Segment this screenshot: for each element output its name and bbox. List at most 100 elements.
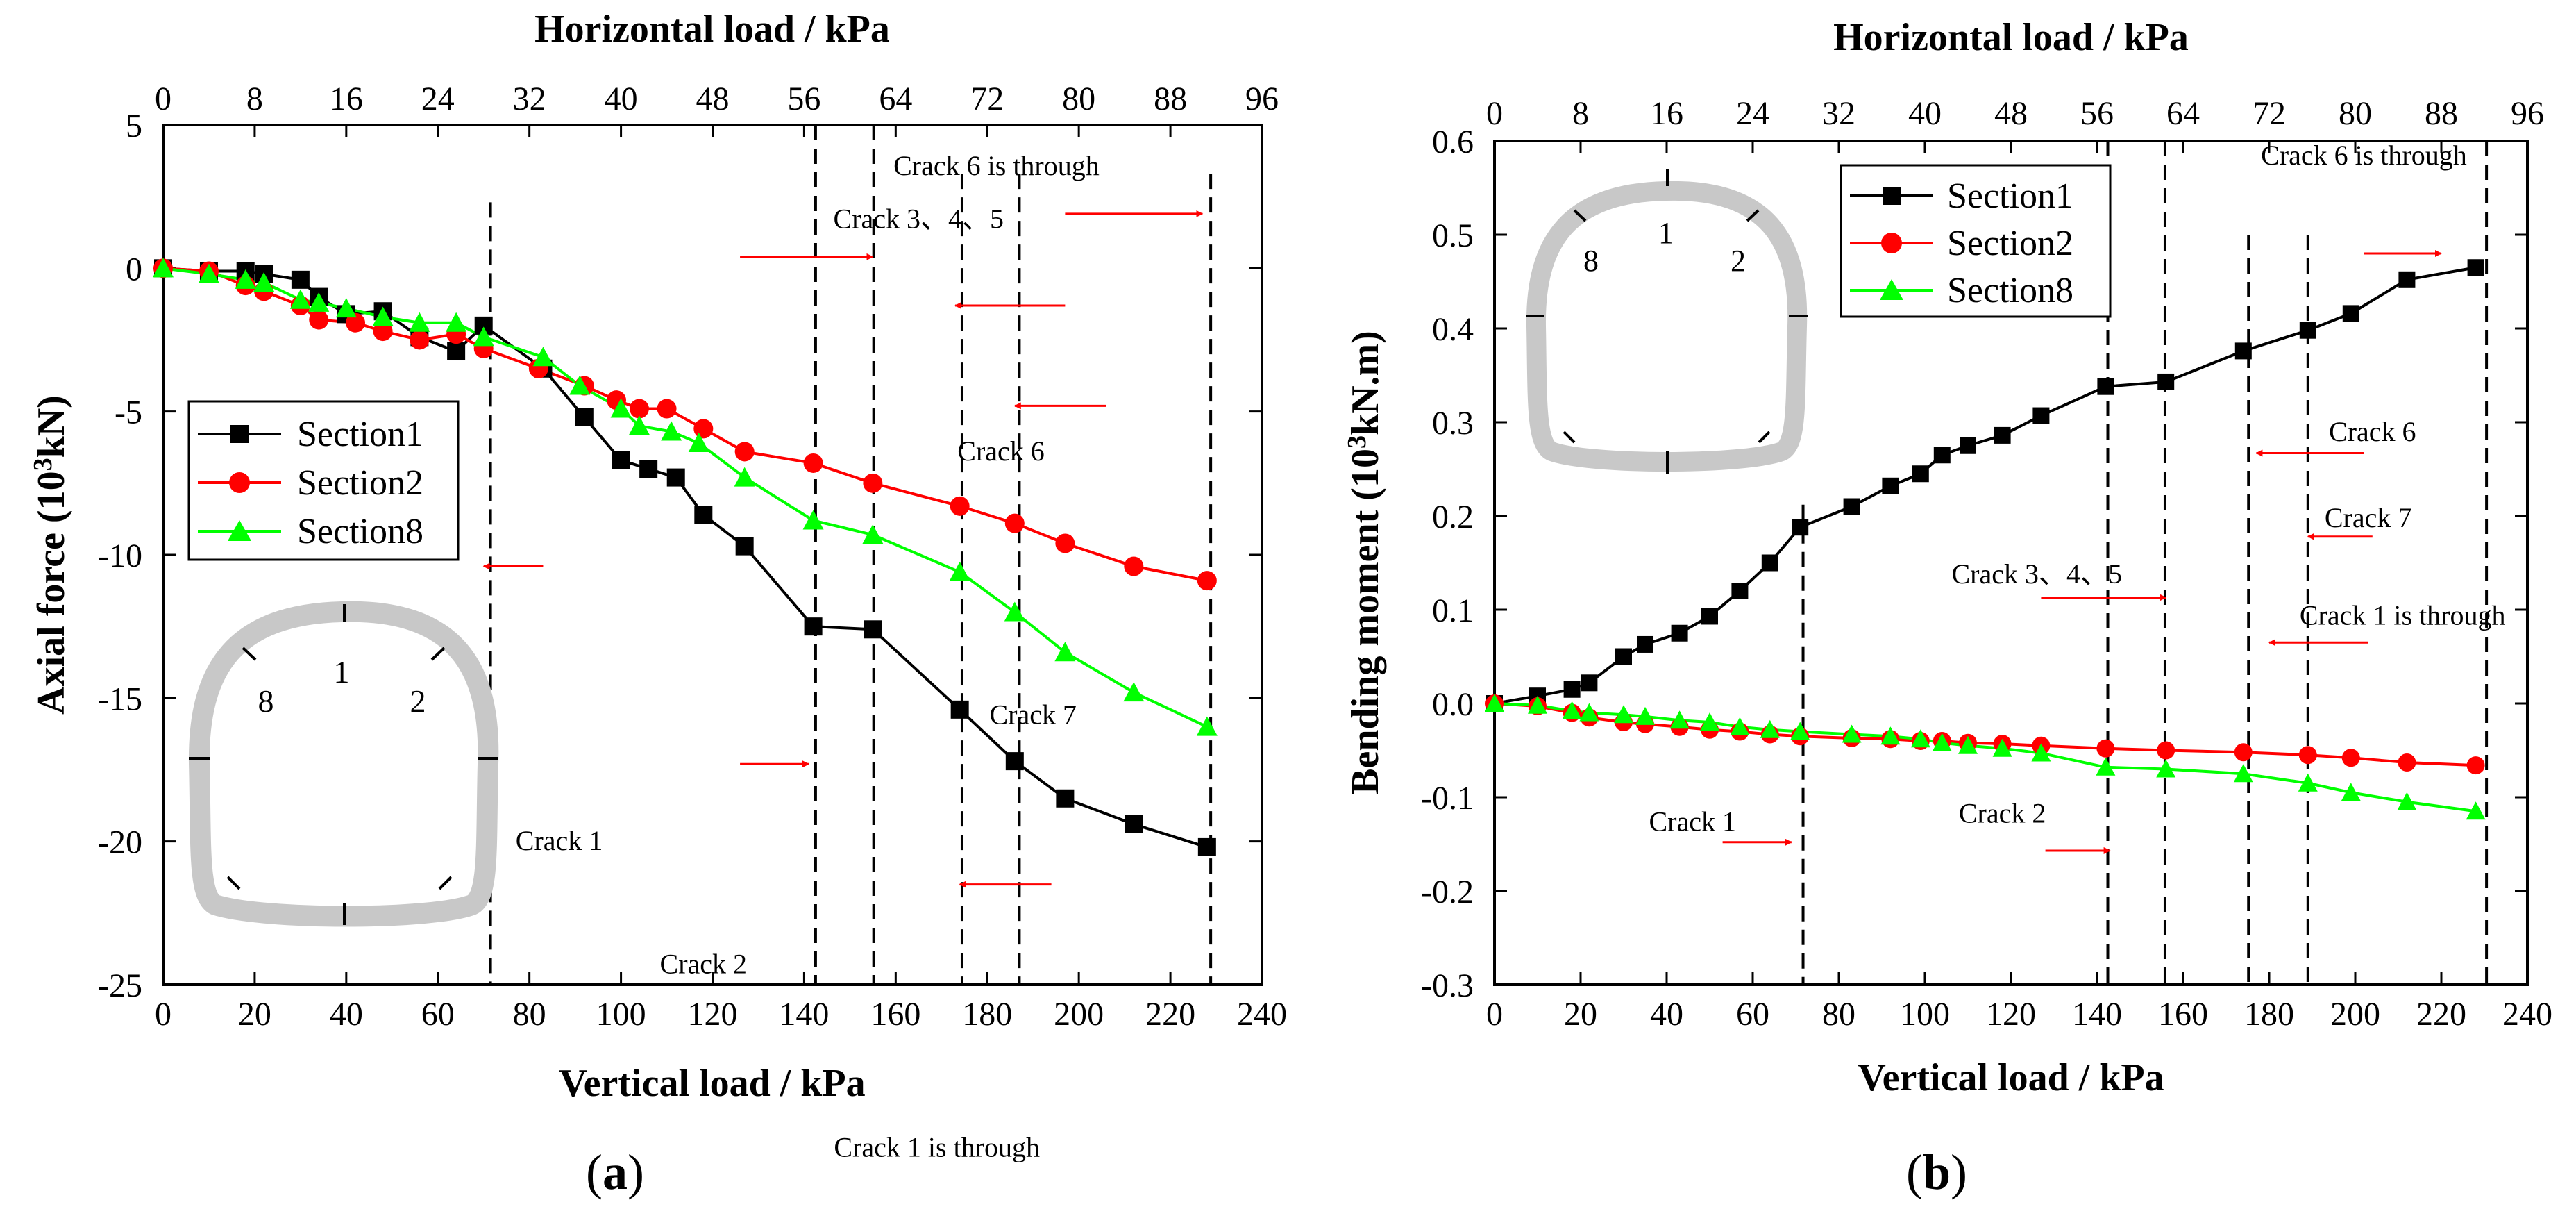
x2-tick-label: 72 [970, 81, 1004, 117]
data-point-section8 [628, 415, 650, 435]
data-point-section2 [1124, 556, 1144, 576]
x2-tick-label: 80 [1062, 81, 1095, 117]
joint-mark [1563, 431, 1576, 444]
data-point-section8 [1992, 738, 2012, 757]
y-axis-title-pre: Axial force (10 [30, 471, 73, 714]
data-point-section1 [1197, 837, 1216, 856]
data-point-section8 [446, 312, 467, 332]
data-point-section8 [532, 347, 554, 367]
x2-axis-title: Horizontal load / kPa [1833, 16, 2189, 59]
x2-tick-label: 80 [2339, 95, 2372, 132]
data-point-section1 [1563, 681, 1581, 698]
y-tick-label: 0.6 [1432, 124, 1474, 160]
data-point-section1 [1994, 426, 2011, 444]
x2-tick-label: 64 [2166, 95, 2200, 132]
crack-annotation: Crack 1 is through [834, 1132, 1040, 1163]
legend-label-section2: Section2 [297, 463, 423, 503]
data-point-section8 [1485, 694, 1504, 712]
y-axis-title-sup: 3 [1342, 435, 1372, 449]
x2-tick-label: 24 [1736, 95, 1769, 132]
data-point-section8 [734, 467, 755, 487]
data-point-section1 [694, 506, 713, 524]
legend-label-section8: Section8 [297, 512, 423, 551]
data-point-section8 [1123, 682, 1145, 702]
data-point-section1 [2032, 407, 2050, 424]
data-point-section1 [1843, 498, 1860, 515]
data-point-section2 [410, 330, 430, 350]
x-tick-label: 200 [2330, 996, 2380, 1033]
y-tick-label: 0.2 [1432, 499, 1474, 535]
x-tick-label: 20 [238, 996, 271, 1033]
data-point-section1 [2299, 322, 2316, 339]
y-tick-label: -0.3 [1421, 967, 1474, 1004]
data-point-section8 [1730, 717, 1750, 735]
y-tick-label: 0.0 [1432, 686, 1474, 723]
legend-label-section1: Section1 [1947, 176, 2073, 216]
data-point-section8 [610, 398, 632, 418]
data-point-section1 [1960, 437, 1976, 454]
legend-marker-section1 [230, 425, 249, 443]
x-tick-label: 100 [596, 996, 646, 1033]
data-point-section1 [291, 270, 310, 289]
x-tick-label: 80 [1822, 996, 1855, 1033]
data-point-section8 [661, 421, 682, 441]
y-tick-label: -15 [98, 681, 142, 717]
data-point-section8 [1700, 712, 1719, 731]
data-point-section8 [2233, 764, 2253, 783]
tunnel-section-inset: 1 8 2 [1526, 169, 1808, 474]
legend-marker-section2 [229, 472, 250, 493]
y-tick-label: -10 [98, 537, 142, 574]
data-point-section2 [1055, 533, 1075, 553]
data-point-section8 [949, 561, 970, 581]
data-point-section8 [1910, 729, 1930, 748]
y-axis-title: Bending moment (103kN.m) [1342, 331, 1387, 794]
y-tick-label: 0.1 [1432, 592, 1474, 629]
x-axis-title: Vertical load / kPa [1858, 1056, 2164, 1099]
data-point-section8 [1669, 710, 1690, 729]
section-number-2: 2 [410, 683, 426, 719]
section-number-2: 2 [1731, 244, 1746, 278]
data-point-section8 [2298, 773, 2318, 792]
data-point-section8 [2096, 757, 2116, 776]
data-point-section1 [1637, 635, 1653, 653]
crack-annotation: Crack 1 is through [2300, 600, 2506, 631]
data-point-section1 [1731, 583, 1749, 599]
data-point-section2 [863, 473, 883, 493]
y-axis-title-post: kN) [30, 395, 73, 458]
legend-label-section2: Section2 [1947, 224, 2073, 263]
x-tick-label: 180 [962, 996, 1012, 1033]
section-number-1: 1 [334, 654, 350, 690]
data-point-section8 [1562, 701, 1582, 719]
crack-annotation: Crack 2 [1959, 797, 2046, 828]
y-tick-label: 0.3 [1432, 405, 1474, 442]
series-group [153, 258, 1218, 856]
data-point-section1 [2097, 378, 2114, 395]
data-point-section2 [734, 442, 755, 462]
y-axis-title-post: kN.m) [1344, 331, 1387, 435]
x-tick-label: 80 [513, 996, 546, 1033]
y-tick-label: -20 [98, 824, 142, 861]
data-point-section1 [575, 408, 594, 426]
data-point-section8 [409, 312, 430, 332]
data-point-section8 [1790, 722, 1810, 740]
data-point-section8 [335, 298, 357, 318]
data-point-section1 [447, 342, 466, 361]
crack-annotation: Crack 7 [2325, 502, 2412, 533]
x-tick-label: 220 [2416, 996, 2466, 1033]
panel-a-label: (a) [586, 1144, 644, 1200]
x-tick-label: 0 [155, 996, 171, 1033]
legend: Section1 Section2 Section8 [187, 400, 460, 561]
data-point-section2 [693, 419, 714, 439]
data-point-section8 [1880, 726, 1901, 745]
data-point-section8 [2031, 743, 2051, 762]
joint-mark [242, 647, 257, 661]
section-number-1: 1 [1658, 216, 1674, 250]
data-point-section1 [1912, 465, 1929, 483]
data-point-section1 [950, 700, 969, 719]
section-number-8: 8 [258, 683, 274, 719]
y-tick-label: -0.2 [1421, 874, 1474, 910]
crack-annotation: Crack 1 [1649, 806, 1736, 837]
